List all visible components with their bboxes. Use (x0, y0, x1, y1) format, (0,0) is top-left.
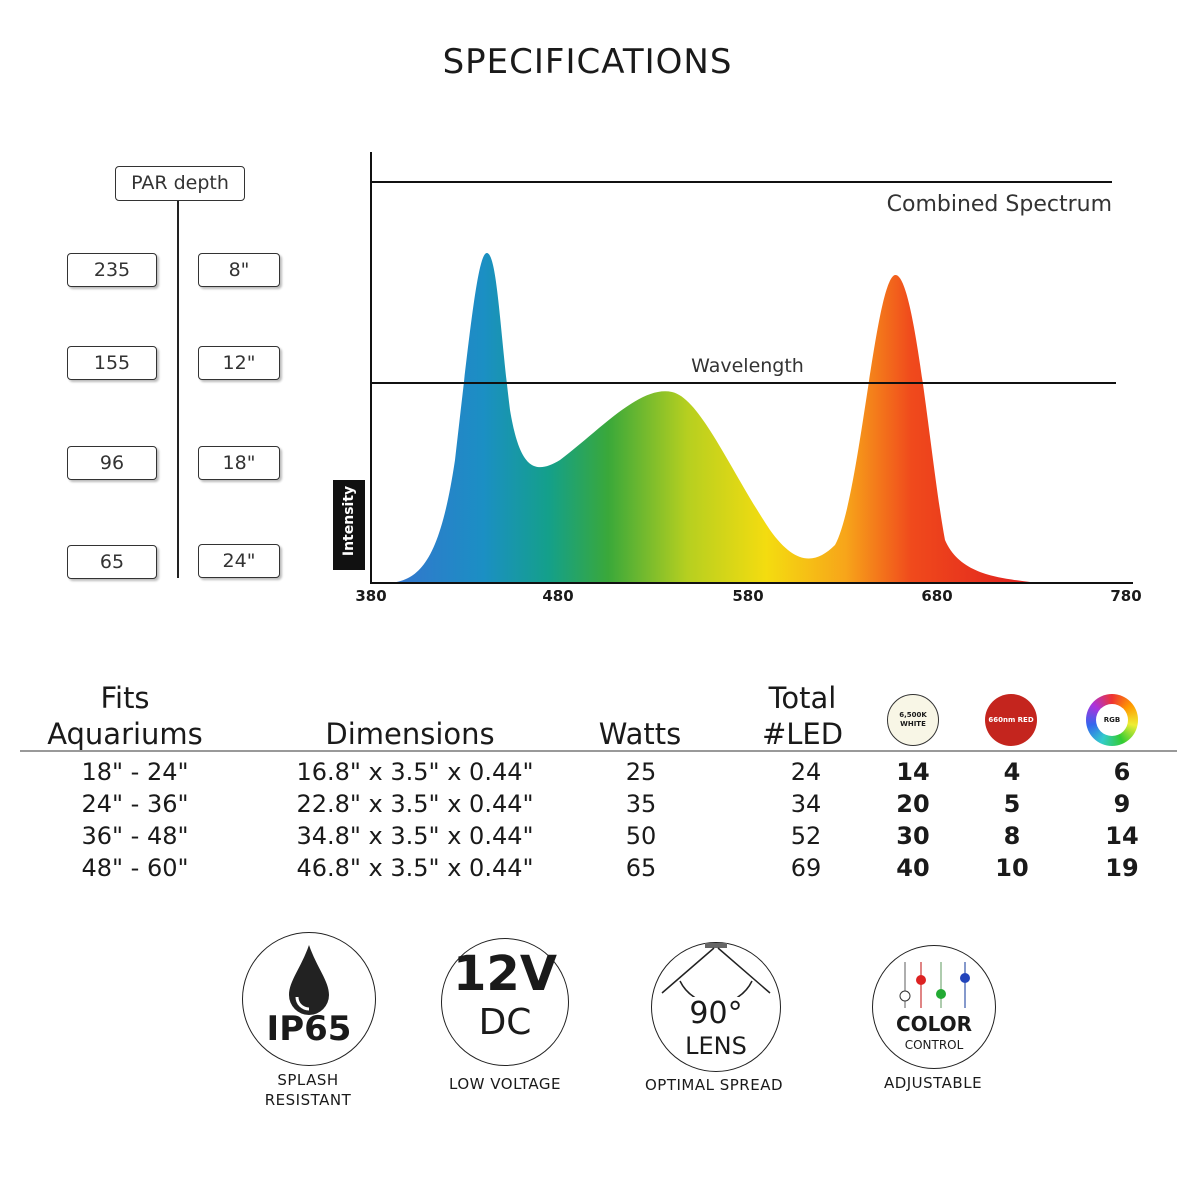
par-header: PAR depth (115, 166, 245, 201)
red-led-cell: 5 (1003, 790, 1021, 818)
header-watts: Watts (598, 717, 682, 751)
total-led-cell: 69 (790, 854, 822, 882)
fits-cell: 18" - 24" (81, 758, 189, 786)
color-control-badge: COLOR CONTROL (872, 945, 996, 1069)
dc-text: DC (478, 1002, 532, 1043)
header-fits-line1: Fits (100, 681, 150, 715)
rgb-led-cell: 6 (1113, 758, 1131, 786)
header-dimensions: Dimensions (325, 717, 495, 751)
rgb-led-icon: RGB (1086, 694, 1138, 746)
x-tick: 780 (1110, 587, 1142, 605)
white-led-icon: 6,500K WHITE (887, 694, 939, 746)
watts-cell: 50 (625, 822, 657, 850)
watts-cell: 65 (625, 854, 657, 882)
fits-cell: 48" - 60" (81, 854, 189, 882)
header-total-led: Total #LED (740, 680, 865, 752)
ip65-text: IP65 (266, 1009, 352, 1049)
fits-cell: 24" - 36" (81, 790, 189, 818)
rgb-led-label: RGB (1096, 704, 1128, 736)
dimensions-cell: 34.8" x 3.5" x 0.44" (296, 822, 534, 850)
feature-label: RESISTANT (264, 1091, 352, 1109)
x-tick: 380 (355, 587, 387, 605)
header-total-line2: #LED (761, 717, 844, 751)
wavelength-label: Wavelength (691, 355, 804, 377)
fits-cell: 36" - 48" (81, 822, 189, 850)
header-fits: Fits Aquariums (25, 680, 225, 752)
x-tick: 580 (732, 587, 764, 605)
white-led-cell: 40 (896, 854, 930, 882)
color-text: COLOR (895, 1012, 973, 1036)
x-tick: 680 (921, 587, 953, 605)
page-title: SPECIFICATIONS (442, 42, 733, 82)
beam-angle-icon (661, 943, 771, 997)
header-total-line1: Total (768, 681, 837, 715)
lens-text: LENS (685, 1032, 747, 1060)
depth-value: 12" (198, 346, 280, 380)
splash-resistant-label: SPLASH RESISTANT (223, 1070, 393, 1110)
depth-value: 24" (198, 544, 280, 578)
rgb-led-cell: 9 (1113, 790, 1131, 818)
12v-badge: 12V DC (441, 938, 569, 1066)
spectrum-chart (333, 152, 1133, 584)
intensity-label-box (333, 480, 365, 570)
intensity-label: Intensity (341, 485, 357, 557)
adjustable-label: ADJUSTABLE (883, 1074, 983, 1092)
12v-text: 12V (453, 946, 557, 1002)
white-led-cell: 14 (896, 758, 930, 786)
dimensions-cell: 46.8" x 3.5" x 0.44" (296, 854, 534, 882)
red-led-icon: 660nm RED (985, 694, 1037, 746)
red-led-cell: 10 (995, 854, 1029, 882)
rgb-led-cell: 14 (1105, 822, 1139, 850)
spectrum-curve (390, 252, 1030, 583)
rgb-led-cell: 19 (1105, 854, 1139, 882)
depth-value: 18" (198, 446, 280, 480)
combined-spectrum-label: Combined Spectrum (886, 192, 1112, 217)
x-tick: 480 (542, 587, 574, 605)
red-led-cell: 8 (1003, 822, 1021, 850)
par-axis-line (177, 200, 179, 578)
white-led-cell: 30 (896, 822, 930, 850)
depth-value: 8" (198, 253, 280, 287)
90-degree-text: 90° (689, 996, 743, 1031)
dimensions-cell: 16.8" x 3.5" x 0.44" (296, 758, 534, 786)
par-value: 96 (67, 446, 157, 480)
red-led-cell: 4 (1003, 758, 1021, 786)
feature-label: SPLASH (277, 1071, 339, 1089)
low-voltage-label: LOW VOLTAGE (449, 1075, 561, 1093)
ip65-badge: IP65 (242, 932, 376, 1066)
par-value: 155 (67, 346, 157, 380)
header-fits-line2: Aquariums (47, 717, 203, 751)
total-led-cell: 24 (790, 758, 822, 786)
water-drop-icon (289, 945, 329, 1015)
optimal-spread-label: OPTIMAL SPREAD (644, 1076, 784, 1094)
par-value: 235 (67, 253, 157, 287)
watts-cell: 35 (625, 790, 657, 818)
par-value: 65 (67, 545, 157, 579)
header-divider (20, 750, 1177, 752)
dimensions-cell: 22.8" x 3.5" x 0.44" (296, 790, 534, 818)
white-led-cell: 20 (896, 790, 930, 818)
slider-icon (899, 962, 970, 1008)
watts-cell: 25 (625, 758, 657, 786)
lens-badge: 90° LENS (651, 942, 781, 1072)
total-led-cell: 52 (790, 822, 822, 850)
control-text: CONTROL (904, 1038, 964, 1052)
total-led-cell: 34 (790, 790, 822, 818)
